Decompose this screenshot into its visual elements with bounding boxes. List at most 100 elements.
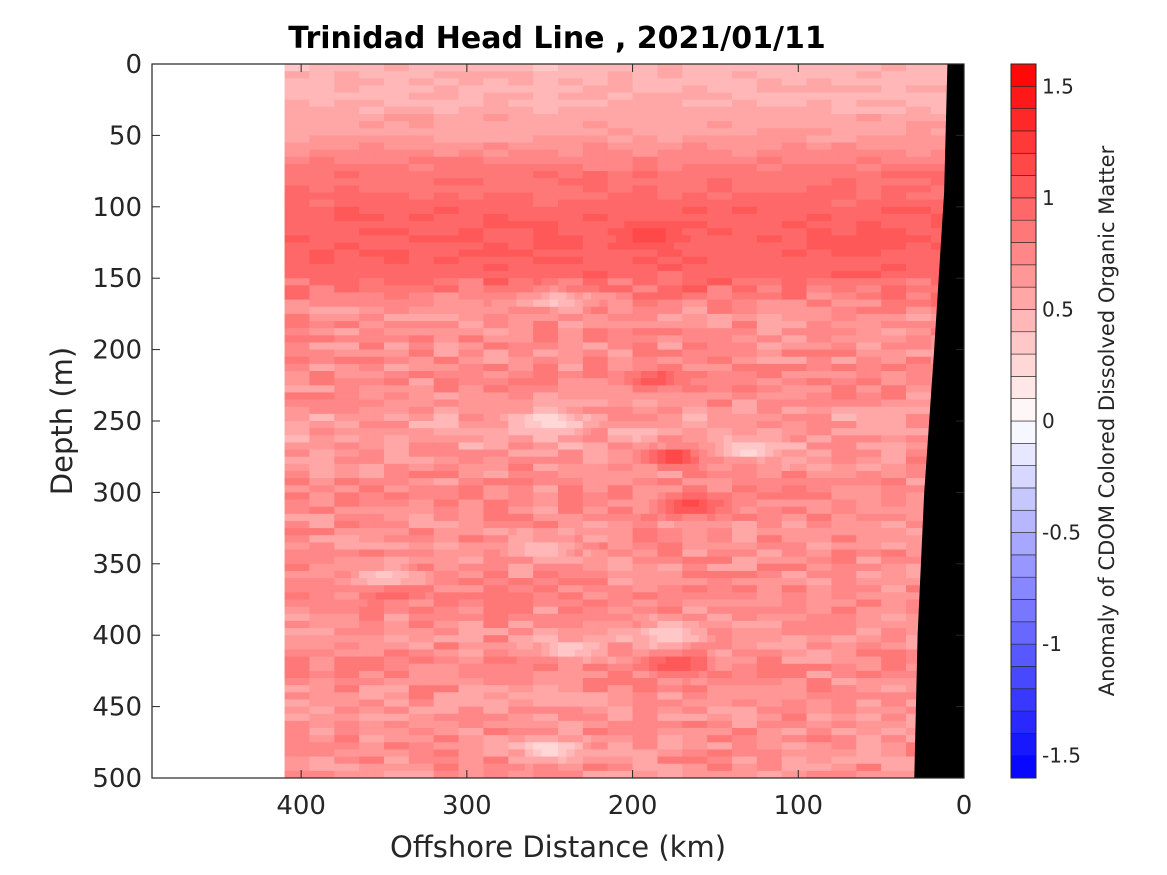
field-cell: [806, 156, 816, 165]
field-cell: [574, 449, 584, 458]
field-cell: [466, 356, 476, 365]
field-cell: [292, 271, 302, 279]
field-cell: [856, 399, 866, 408]
field-cell: [906, 485, 915, 493]
field-cell: [558, 135, 567, 144]
field-cell: [549, 342, 559, 351]
field-cell: [798, 321, 808, 329]
field-cell: [524, 371, 534, 379]
field-cell: [732, 213, 741, 222]
field-cell: [292, 456, 302, 465]
field-cell: [715, 199, 725, 208]
field-cell: [690, 128, 700, 136]
field-cell: [765, 113, 775, 122]
field-cell: [640, 335, 650, 344]
field-cell: [906, 242, 915, 251]
field-cell: [392, 342, 402, 351]
field-cell: [516, 342, 526, 351]
field-cell: [309, 142, 319, 151]
field-cell: [616, 478, 625, 486]
field-cell: [500, 371, 509, 379]
field-cell: [350, 106, 360, 115]
field-cell: [930, 121, 940, 129]
field-cell: [674, 392, 683, 401]
field-cell: [375, 228, 385, 236]
field-cell: [516, 392, 526, 401]
field-cell: [516, 235, 526, 244]
field-cell: [607, 178, 617, 186]
field-cell: [640, 113, 650, 122]
field-cell: [508, 349, 518, 358]
field-cell: [500, 406, 509, 415]
field-cell: [458, 456, 468, 465]
field-cell: [889, 213, 899, 222]
field-cell: [292, 278, 302, 286]
field-cell: [682, 271, 692, 279]
field-cell: [334, 135, 344, 144]
field-cell: [549, 399, 559, 408]
field-cell: [566, 435, 576, 444]
field-cell: [466, 106, 476, 115]
field-cell: [442, 171, 451, 179]
field-cell: [558, 171, 567, 179]
field-cell: [856, 142, 866, 151]
field-cell: [756, 442, 766, 451]
field-cell: [682, 478, 692, 486]
field-cell: [872, 171, 882, 179]
field-cell: [831, 199, 841, 208]
field-cell: [491, 371, 501, 379]
field-cell: [375, 206, 385, 215]
field-cell: [665, 492, 675, 501]
field-cell: [400, 385, 410, 394]
field-cell: [400, 335, 410, 344]
field-cell: [491, 328, 501, 336]
field-cell: [872, 328, 882, 336]
field-cell: [698, 278, 708, 286]
field-cell: [740, 356, 750, 365]
field-cell: [848, 92, 857, 101]
field-cell: [914, 85, 924, 94]
field-cell: [367, 385, 377, 394]
field-cell: [806, 392, 816, 401]
field-cell: [806, 178, 816, 186]
field-cell: [524, 356, 534, 365]
field-cell: [856, 71, 866, 79]
field-cell: [500, 121, 509, 129]
field-cell: [558, 85, 567, 94]
field-cell: [350, 492, 360, 501]
field-cell: [400, 392, 410, 401]
field-cell: [458, 92, 468, 101]
field-cell: [599, 171, 609, 179]
field-cell: [558, 335, 567, 344]
field-cell: [872, 85, 882, 94]
field-cell: [508, 313, 518, 322]
field-cell: [350, 456, 360, 465]
field-cell: [350, 363, 360, 372]
field-cell: [301, 156, 311, 165]
field-cell: [806, 171, 816, 179]
field-cell: [417, 428, 427, 436]
field-cell: [897, 406, 907, 415]
field-cell: [649, 78, 659, 87]
field-cell: [897, 328, 907, 336]
field-cell: [640, 199, 650, 208]
field-cell: [930, 292, 940, 301]
field-cell: [897, 299, 907, 308]
field-cell: [649, 285, 659, 294]
field-cell: [400, 299, 410, 308]
field-cell: [433, 106, 443, 115]
field-cell: [814, 463, 824, 472]
field-cell: [616, 485, 625, 493]
field-cell: [823, 463, 833, 472]
field-cell: [309, 335, 319, 344]
field-cell: [856, 463, 866, 472]
field-cell: [690, 106, 700, 115]
field-cell: [690, 221, 700, 229]
field-cell: [417, 256, 427, 265]
field-cell: [516, 178, 526, 186]
field-cell: [748, 321, 758, 329]
field-cell: [682, 406, 692, 415]
field-cell: [566, 363, 576, 372]
field-cell: [442, 313, 451, 322]
field-cell: [301, 421, 311, 429]
